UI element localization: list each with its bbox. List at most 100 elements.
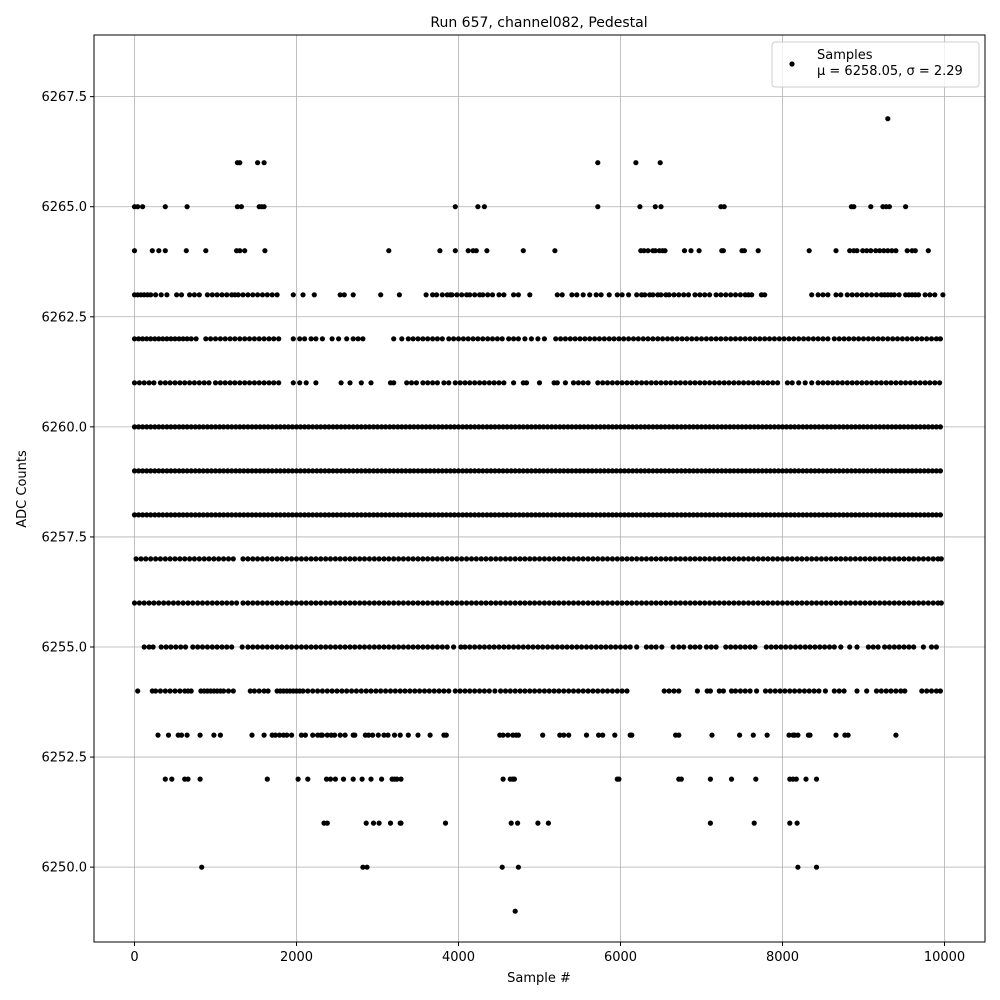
data-point: [182, 380, 188, 386]
data-point: [925, 248, 931, 254]
data-point: [370, 424, 377, 430]
data-point: [897, 512, 903, 518]
data-point: [696, 248, 702, 254]
data-point: [196, 424, 202, 430]
data-point: [574, 644, 580, 650]
data-point: [266, 380, 272, 386]
data-point: [708, 336, 714, 342]
data-point: [483, 556, 489, 562]
data-point: [609, 512, 616, 518]
points-layer: [131, 116, 946, 914]
data-point: [398, 820, 404, 826]
data-point: [520, 644, 526, 650]
data-point: [162, 556, 168, 562]
data-point: [368, 776, 374, 782]
data-point: [674, 468, 680, 474]
data-point: [702, 292, 708, 298]
data-point: [792, 468, 798, 474]
data-point: [601, 424, 607, 430]
data-point: [913, 424, 919, 430]
data-point: [326, 424, 332, 430]
data-point: [240, 292, 246, 298]
data-point: [851, 204, 857, 210]
data-point: [167, 556, 173, 562]
data-point: [434, 600, 440, 606]
data-point: [658, 512, 664, 518]
data-point: [870, 644, 876, 650]
data-point: [423, 468, 429, 474]
data-point: [261, 732, 267, 738]
data-point: [728, 292, 734, 298]
data-point: [535, 820, 541, 826]
data-point: [176, 424, 182, 430]
data-point: [697, 380, 703, 386]
data-point: [214, 644, 220, 650]
data-point: [840, 512, 846, 518]
data-point: [933, 644, 940, 650]
data-point: [232, 336, 238, 342]
data-point: [654, 468, 660, 474]
data-point: [459, 292, 465, 298]
data-point: [164, 336, 170, 342]
data-point: [545, 644, 551, 650]
data-point: [832, 468, 838, 474]
data-point: [621, 512, 628, 518]
data-point: [157, 688, 163, 694]
data-point: [570, 380, 577, 386]
data-point: [868, 248, 874, 254]
data-point: [197, 776, 203, 782]
grid-layer: [94, 35, 985, 942]
data-point: [925, 556, 931, 562]
data-point: [606, 292, 612, 298]
data-point: [715, 512, 721, 518]
data-point: [405, 556, 411, 562]
data-point: [131, 380, 138, 386]
data-point: [361, 644, 368, 650]
data-point: [225, 512, 231, 518]
data-point: [788, 512, 794, 518]
data-point: [492, 468, 498, 474]
data-point: [545, 820, 552, 826]
data-point: [911, 644, 917, 650]
data-point: [864, 424, 871, 430]
data-point: [140, 512, 146, 518]
data-point: [889, 248, 895, 254]
data-point: [569, 424, 575, 430]
data-point: [833, 600, 839, 606]
data-point: [472, 424, 478, 430]
data-point: [626, 424, 632, 430]
data-point: [131, 336, 138, 342]
data-point: [757, 336, 763, 342]
data-point: [411, 468, 417, 474]
data-point: [796, 688, 803, 694]
data-point: [856, 336, 862, 342]
data-point: [642, 468, 648, 474]
data-point: [549, 468, 555, 474]
data-point: [804, 600, 810, 606]
data-point: [743, 424, 749, 430]
data-point: [289, 732, 295, 738]
data-point: [162, 688, 168, 694]
data-point: [836, 468, 842, 474]
data-point: [572, 336, 578, 342]
data-point: [342, 600, 348, 606]
data-point: [305, 688, 311, 694]
data-point: [410, 336, 416, 342]
data-point: [148, 424, 154, 430]
data-point: [728, 336, 734, 342]
data-point: [881, 468, 887, 474]
data-point: [856, 468, 863, 474]
data-point: [796, 380, 802, 386]
data-point: [148, 556, 154, 562]
data-point: [681, 248, 688, 254]
data-point: [349, 688, 355, 694]
data-point: [238, 204, 244, 210]
data-point: [697, 556, 703, 562]
data-point: [421, 688, 428, 694]
data-point: [716, 600, 722, 606]
data-point: [869, 512, 875, 518]
data-point: [253, 424, 259, 430]
data-point: [400, 600, 406, 606]
data-point: [597, 468, 603, 474]
